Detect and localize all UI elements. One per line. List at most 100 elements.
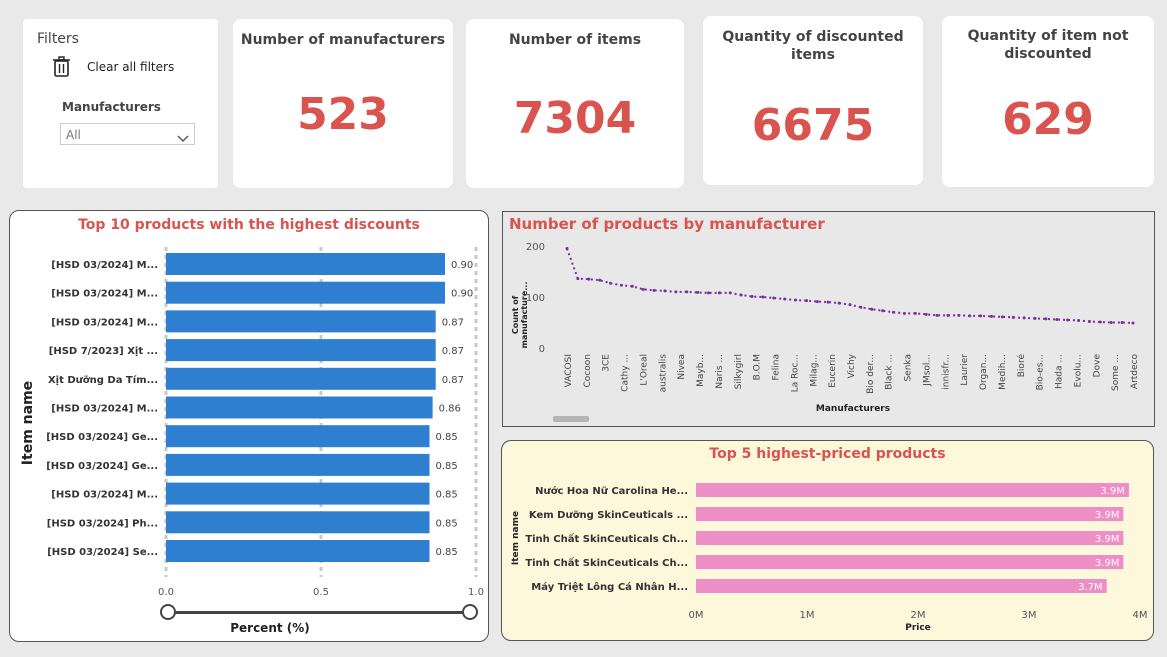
kpi-card-not-discounted: Quantity of item not discounted 629	[942, 16, 1154, 187]
data-point	[837, 301, 841, 305]
slider-handle-max[interactable]	[462, 604, 478, 620]
kpi-value: 523	[297, 89, 389, 140]
slider-handle-min[interactable]	[160, 604, 176, 620]
data-point	[990, 314, 993, 318]
manufacturer-line-chart: 0 100 200 VACOSI Cocoon 3CE Cathy ... L'Oreal au…	[526, 242, 1140, 394]
bar	[696, 507, 1124, 521]
manufacturer-y-axis-label: Count of manufacture...	[511, 281, 529, 349]
data-point	[576, 277, 580, 281]
bar	[696, 531, 1124, 545]
percent-range-slider[interactable]	[160, 604, 478, 620]
clear-all-filters-label: Clear all filters	[87, 60, 175, 74]
data-point	[1033, 316, 1037, 320]
bar-value-label: 0.85	[436, 461, 458, 472]
data-point	[794, 298, 798, 302]
bar-value-label: 3.9M	[1095, 510, 1120, 521]
data-point	[913, 311, 917, 315]
x-tick-label: Bio der...	[866, 354, 876, 394]
x-tick-label: Artdeco	[1130, 354, 1140, 390]
bar-value-label: 0.85	[436, 518, 458, 529]
x-tick-label: Evolu...	[1073, 354, 1083, 387]
x-tick-label: 0.0	[158, 587, 174, 598]
data-point	[619, 283, 623, 287]
x-tick-label: Bioré	[1016, 354, 1027, 378]
kpi-title: Quantity of discounted items	[722, 29, 904, 63]
bar-value-label: 0.87	[442, 317, 464, 328]
filters-panel: Filters Clear all filters Manufacturers …	[23, 19, 218, 188]
bar	[166, 511, 430, 534]
data-point	[1120, 321, 1124, 324]
x-tick-label: Mayb...	[696, 354, 706, 387]
x-tick-label: 1.0	[468, 587, 484, 598]
data-point	[717, 291, 721, 295]
discount-x-axis-label: Percent (%)	[230, 621, 310, 635]
x-tick-label: Medih...	[998, 354, 1008, 390]
category-label: Kem Dưỡng SkinCeuticals ...	[529, 510, 688, 521]
x-tick-label: Bio-es...	[1036, 354, 1046, 390]
manufacturers-selected-value: All	[66, 128, 81, 142]
x-tick-label: Nivea	[677, 354, 687, 380]
data-point	[881, 309, 885, 313]
x-tick-label: VACOSI	[564, 354, 574, 387]
data-point	[772, 296, 776, 300]
y-tick-label: 0	[539, 344, 545, 355]
x-tick-label: 3M	[1022, 610, 1037, 621]
category-label: Tinh Chất SkinCeuticals Ch...	[525, 532, 688, 545]
x-tick-label: Dove	[1092, 354, 1102, 378]
x-tick-label: innisfr...	[941, 354, 951, 390]
category-label: [HSD 7/2023] Xịt ...	[49, 346, 158, 357]
x-tick-label: JMsol...	[922, 354, 932, 387]
bar	[696, 555, 1124, 569]
data-point	[1055, 317, 1059, 321]
data-point	[696, 290, 700, 294]
category-label: [HSD 03/2024] M...	[51, 490, 158, 501]
bar	[166, 453, 430, 476]
bar-value-label: 3.9M	[1095, 534, 1120, 545]
manufacturer-x-axis-label: Manufacturers	[815, 404, 891, 414]
chart-title: Number of products by manufacturer	[509, 215, 825, 233]
kpi-value: 7304	[513, 93, 637, 144]
x-tick-label: Laurier	[960, 354, 970, 386]
x-tick-label: Cocoon	[583, 354, 593, 387]
x-tick-label: Hada ...	[1055, 354, 1065, 389]
data-point	[870, 307, 874, 311]
x-tick-label: australis	[658, 354, 668, 393]
x-tick-label: B.O.M	[753, 354, 763, 380]
data-point	[630, 284, 634, 288]
data-point	[957, 313, 961, 317]
clear-all-filters-button[interactable]: Clear all filters	[51, 55, 201, 79]
data-point	[902, 311, 906, 315]
data-point	[641, 287, 645, 291]
data-point	[1011, 315, 1015, 319]
horizontal-scrollbar[interactable]	[553, 416, 589, 422]
bar	[166, 253, 445, 275]
bar	[166, 396, 433, 419]
data-point	[652, 288, 656, 292]
bar-value-label: 3.9M	[1095, 558, 1120, 569]
data-point	[1077, 318, 1081, 322]
manufacturers-dropdown[interactable]: All	[60, 123, 195, 145]
x-tick-label: Eucerin	[828, 354, 838, 388]
data-point	[815, 300, 819, 304]
data-point	[739, 293, 743, 297]
x-tick-label: Some ...	[1111, 354, 1121, 391]
category-label: Máy Triệt Lông Cá Nhân H...	[531, 581, 688, 593]
data-point	[1098, 320, 1102, 324]
discount-y-axis-label: Item name	[20, 380, 36, 466]
bar-value-label: 3.9M	[1100, 486, 1125, 497]
category-label: [HSD 03/2024] Ph...	[47, 518, 158, 529]
data-point	[1109, 321, 1113, 324]
kpi-title: Quantity of item not discounted	[967, 28, 1129, 62]
x-tick-label: Organ...	[979, 354, 989, 390]
x-tick-label: 4M	[1133, 610, 1148, 621]
data-point	[1000, 315, 1004, 319]
bar	[166, 482, 430, 505]
kpi-value: 629	[1002, 94, 1094, 145]
bar-value-label: 0.85	[436, 547, 458, 558]
bar-value-label: 0.87	[442, 346, 464, 357]
x-tick-label: Vichy	[847, 353, 857, 378]
chart-title: Top 5 highest-priced products	[709, 446, 946, 462]
bar-value-label: 3.7M	[1078, 582, 1103, 593]
data-point	[598, 278, 602, 282]
x-tick-label: 0.5	[313, 587, 329, 598]
